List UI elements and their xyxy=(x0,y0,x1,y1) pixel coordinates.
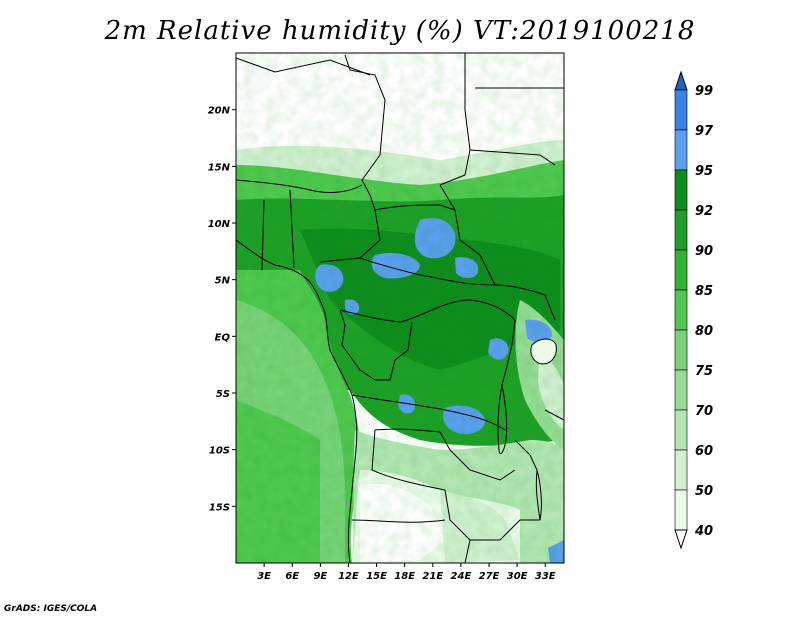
colorbar-segment xyxy=(674,329,688,371)
colorbar-segment xyxy=(674,489,688,531)
humidity-field xyxy=(236,53,564,563)
country-borders xyxy=(236,53,564,563)
colorbar-segment xyxy=(674,169,688,211)
colorbar-segment xyxy=(674,249,688,291)
lon-tick-label: 30E xyxy=(507,571,528,582)
colorbar-level-label: 97 xyxy=(695,124,714,139)
map-title: 2m Relative humidity (%) VT:2019100218 xyxy=(104,16,696,46)
colorbar: 99 97 95 92 90 85 80 75 70 60 50 40 xyxy=(674,70,714,550)
colorbar-level-label: 80 xyxy=(695,324,713,339)
colorbar-segment xyxy=(674,409,688,451)
lon-tick-label: 3E xyxy=(257,571,271,582)
lon-tick-label: 9E xyxy=(313,571,327,582)
lat-tick-label: 10N xyxy=(208,219,231,230)
colorbar-segment xyxy=(674,89,688,131)
lat-tick-label: 15S xyxy=(209,502,230,513)
lat-tick-label: 10S xyxy=(209,446,230,457)
colorbar-level-label: 40 xyxy=(694,524,713,539)
colorbar-segment xyxy=(674,129,688,171)
colorbar-segment xyxy=(674,209,688,251)
colorbar-top-arrow xyxy=(674,70,688,91)
colorbar-segment xyxy=(674,449,688,491)
lat-tick-label: 20N xyxy=(208,106,231,117)
lon-tick-label: 12E xyxy=(338,571,359,582)
longitude-axis: 3E 6E 9E 12E 15E 18E 21E 24E 27E 30E 33E xyxy=(257,563,556,582)
lon-tick-label: 21E xyxy=(422,571,443,582)
lat-tick-label: 15N xyxy=(208,162,231,173)
lon-tick-label: 6E xyxy=(285,571,299,582)
map-frame xyxy=(235,52,565,564)
lon-tick-label: 24E xyxy=(451,571,472,582)
lon-tick-label: 15E xyxy=(366,571,387,582)
colorbar-level-label: 99 xyxy=(695,84,713,99)
lon-tick-label: 33E xyxy=(535,571,556,582)
colorbar-level-label: 95 xyxy=(695,164,713,179)
colorbar-level-label: 90 xyxy=(695,244,713,259)
colorbar-bottom-arrow xyxy=(674,529,688,550)
colorbar-level-label: 60 xyxy=(695,444,713,459)
colorbar-level-label: 92 xyxy=(695,204,713,219)
lon-tick-label: 18E xyxy=(394,571,415,582)
colorbar-level-label: 50 xyxy=(695,484,713,499)
colorbar-level-label: 85 xyxy=(695,284,713,299)
lat-tick-label: 5N xyxy=(215,276,231,287)
colorbar-level-label: 70 xyxy=(695,404,713,419)
colorbar-segment xyxy=(674,369,688,411)
latitude-axis: 20N 15N 10N 5N EQ 5S 10S 15S xyxy=(208,106,236,513)
lon-tick-label: 27E xyxy=(479,571,500,582)
lat-tick-label: 5S xyxy=(216,389,230,400)
footer-credit: GrADS: IGES/COLA xyxy=(4,604,98,614)
colorbar-segment xyxy=(674,289,688,331)
colorbar-level-label: 75 xyxy=(695,364,713,379)
lat-tick-label: EQ xyxy=(215,332,231,343)
